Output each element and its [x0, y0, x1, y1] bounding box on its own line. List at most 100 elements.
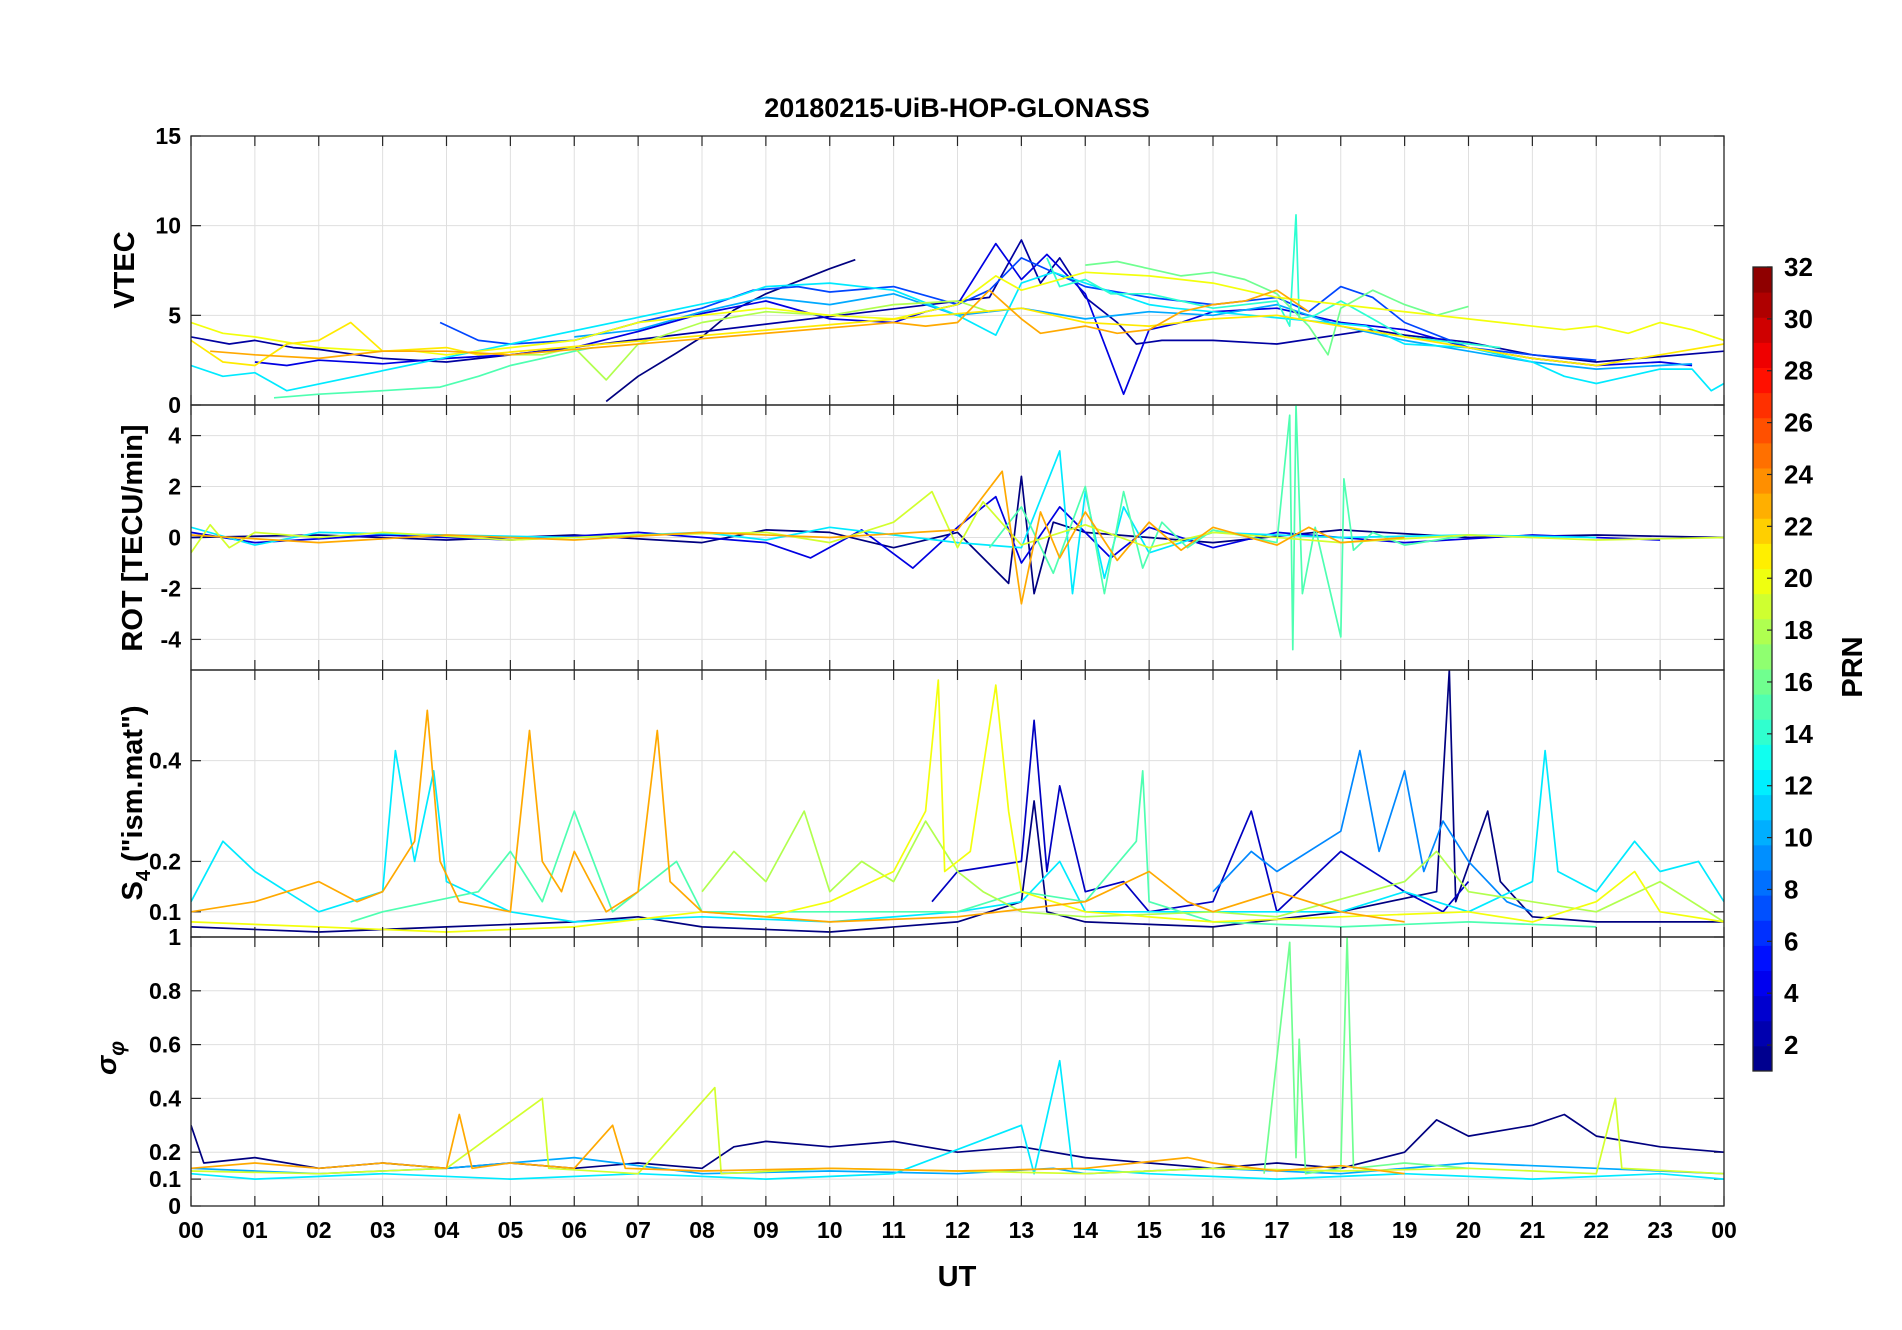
colorbar-segment [1753, 543, 1772, 569]
s4-series-prn-1 [191, 670, 1724, 933]
colorbar-tick-label: 4 [1784, 978, 1799, 1008]
colorbar-segment [1753, 945, 1772, 971]
y-tick-label: -4 [161, 626, 182, 652]
y-tick-label: 0.6 [149, 1032, 181, 1058]
colorbar-segment [1753, 895, 1772, 921]
y-tick-label: 5 [168, 302, 181, 328]
vtec-series-prn-2 [191, 239, 1724, 363]
x-tick-label: 23 [1647, 1217, 1673, 1243]
colorbar-segment [1753, 1045, 1772, 1072]
colorbar-segment [1753, 392, 1772, 419]
sigma-series-prn-23 [191, 1113, 1405, 1175]
x-tick-label: 12 [945, 1217, 971, 1243]
x-tick-label: 20 [1456, 1217, 1482, 1243]
x-tick-label: 11 [881, 1217, 906, 1243]
panel-sigma: 1 0.8 0.6 0.4 0.20.10 [149, 924, 1725, 1219]
s4-ylabel-main: S [117, 881, 149, 900]
y-tick-label: 0.2 [149, 848, 181, 874]
vtec-series-prn-21 [191, 307, 1724, 367]
s4-series-prn-23 [191, 709, 1405, 923]
colorbar-tick-label: 22 [1784, 511, 1813, 541]
y-tick-label: 15 [155, 123, 181, 149]
colorbar-segment [1753, 317, 1772, 343]
vtec-traces [191, 214, 1724, 403]
y-tick-label: 0.4 [149, 748, 181, 774]
colorbar-segment [1753, 267, 1772, 293]
s4-series-prn-9 [1212, 749, 1533, 913]
colorbar-tick-label: 30 [1784, 304, 1813, 334]
s4-ylabel-sub: 4 [133, 869, 155, 881]
panel-vtec: 0 5 10 15 [155, 123, 1725, 418]
y-tick-label: 0 [168, 1193, 181, 1219]
y-tick-label: 0.1 [149, 1166, 181, 1192]
y-tick-label: 0 [168, 392, 181, 418]
x-tick-label: 07 [625, 1217, 651, 1243]
colorbar-segment [1753, 568, 1772, 595]
vtec-series-prn-15 [273, 346, 594, 399]
axes-frame-sigma [190, 936, 1725, 1207]
sigma-series-prn-16 [1263, 937, 1469, 1175]
colorbar-segment [1753, 970, 1772, 997]
colorbar-tick-label: 14 [1784, 719, 1813, 749]
colorbar-segment [1753, 1020, 1772, 1047]
y-tick-label: 0.4 [149, 1085, 181, 1111]
colorbar-segment [1753, 844, 1772, 871]
colorbar-tick-label: 24 [1784, 459, 1813, 489]
y-tick-label: 1 [168, 924, 181, 950]
x-tick-label: 02 [306, 1217, 332, 1243]
y-tick-label: -2 [161, 575, 181, 601]
x-axis-label: UT [938, 1261, 977, 1293]
x-tick-label: 04 [434, 1217, 460, 1243]
chart-title: 20180215-UiB-HOP-GLONASS [764, 93, 1150, 123]
colorbar-segment [1753, 920, 1772, 946]
colorbar-segment [1753, 618, 1772, 645]
vtec-series-prn-4 [254, 242, 1693, 396]
vtec-series-prn-14 [1046, 214, 1501, 349]
colorbar-segment [1753, 995, 1772, 1022]
colorbar-tick-label: 20 [1784, 563, 1813, 593]
y-tick-label: 0.8 [149, 978, 181, 1004]
s4-series-prn-20 [191, 679, 1724, 933]
sigma-series-prn-10 [191, 1156, 1724, 1175]
colorbar-tick-label: 18 [1784, 615, 1813, 645]
y-tick-label: 2 [168, 474, 181, 500]
colorbar-tick-label: 10 [1784, 823, 1813, 853]
sigma-traces [191, 937, 1724, 1180]
x-tick-label: 00 [178, 1217, 204, 1243]
colorbar-tick-label: 26 [1784, 408, 1813, 438]
colorbar-tick-label: 2 [1784, 1030, 1798, 1060]
colorbar-segment [1753, 593, 1772, 620]
colorbar-tick-label: 32 [1784, 252, 1813, 282]
colorbar-label: PRN [1837, 636, 1869, 697]
x-tick-label: 05 [498, 1217, 524, 1243]
colorbar-segment [1753, 518, 1772, 544]
s4-series-prn-18 [701, 810, 1724, 923]
x-tick-label: 15 [1136, 1217, 1162, 1243]
vtec-series-prn-1 [605, 258, 856, 403]
x-tick-label: 16 [1200, 1217, 1226, 1243]
colorbar-segment [1753, 468, 1772, 494]
y-tick-label: 0 [168, 525, 181, 551]
x-tick-label: 14 [1072, 1217, 1098, 1243]
colorbar-segment [1753, 769, 1772, 796]
colorbar-tick-label: 12 [1784, 771, 1813, 801]
x-tick-label: 10 [817, 1217, 843, 1243]
colorbar-tick-label: 6 [1784, 926, 1798, 956]
colorbar-segment [1753, 669, 1772, 695]
x-tick-label: 18 [1328, 1217, 1354, 1243]
colorbar-segment [1753, 442, 1772, 469]
x-tick-label: 19 [1392, 1217, 1418, 1243]
colorbar-tick-label: 16 [1784, 667, 1813, 697]
colorbar-segment [1753, 694, 1772, 720]
x-tick-label: 13 [1009, 1217, 1035, 1243]
x-tick-label: 22 [1583, 1217, 1609, 1243]
x-tick-label: 00 [1711, 1217, 1737, 1243]
colorbar-segment [1753, 744, 1772, 770]
x-tick-label: 21 [1520, 1217, 1546, 1243]
y-tick-label: 4 [168, 423, 181, 449]
x-tick-label: 03 [370, 1217, 396, 1243]
panel-s4: 0.4 0.2 0.1 [149, 669, 1725, 938]
s4-ylabel: S4 ("ism.mat") [117, 706, 155, 901]
